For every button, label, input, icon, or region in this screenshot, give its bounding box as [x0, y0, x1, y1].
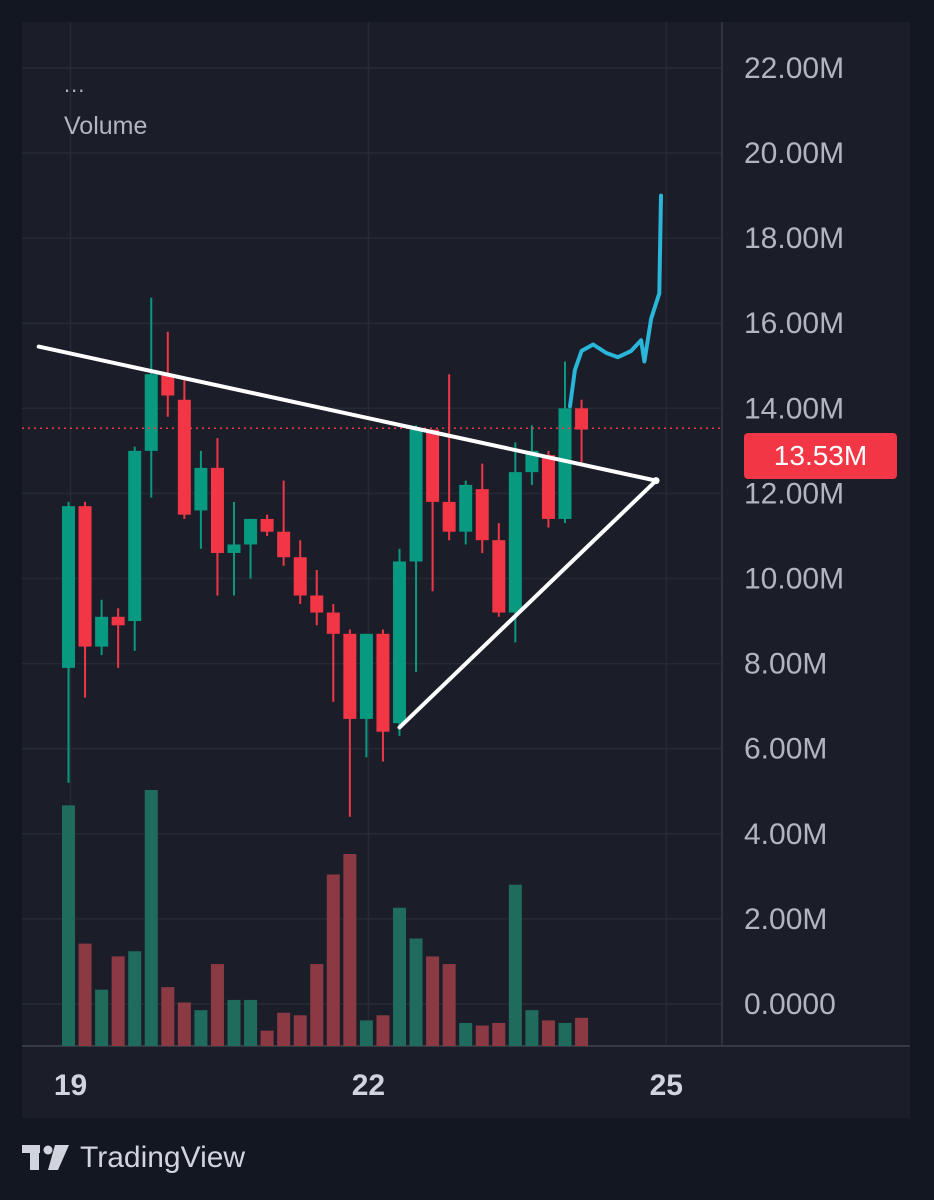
- volume-bar[interactable]: [78, 943, 92, 1046]
- volume-bar[interactable]: [260, 1030, 274, 1046]
- volume-bar[interactable]: [293, 1015, 307, 1046]
- volume-bar[interactable]: [475, 1025, 489, 1046]
- volume-bar[interactable]: [244, 999, 258, 1046]
- volume-bar[interactable]: [95, 989, 109, 1046]
- candle-body[interactable]: [326, 612, 340, 634]
- candle-body[interactable]: [161, 374, 175, 396]
- candle-body[interactable]: [459, 484, 473, 532]
- candle-body[interactable]: [393, 561, 406, 724]
- candle-body[interactable]: [426, 429, 440, 502]
- last-price-badge: 13.53M: [744, 433, 897, 479]
- candle-body[interactable]: [376, 633, 390, 732]
- volume-bar[interactable]: [343, 854, 357, 1046]
- y-axis-tick-label: 16.00M: [744, 307, 844, 340]
- y-axis-tick-label: 2.00M: [744, 903, 827, 936]
- candle-body[interactable]: [78, 506, 92, 647]
- candle-body[interactable]: [541, 455, 555, 519]
- y-axis-tick-label: 20.00M: [744, 137, 844, 170]
- candle-body[interactable]: [508, 472, 522, 613]
- y-axis-tick-label: 8.00M: [744, 648, 827, 681]
- y-axis-tick-label: 12.00M: [744, 477, 844, 510]
- volume-bar[interactable]: [409, 938, 423, 1046]
- tradingview-branding[interactable]: TradingView: [22, 1140, 245, 1176]
- y-axis-tick-label: 14.00M: [744, 392, 844, 425]
- candle-body[interactable]: [343, 633, 357, 719]
- candle-body[interactable]: [260, 518, 274, 532]
- volume-bar[interactable]: [508, 884, 522, 1046]
- volume-bar[interactable]: [111, 956, 125, 1046]
- candle-body[interactable]: [144, 374, 158, 451]
- volume-bar[interactable]: [525, 1010, 539, 1046]
- volume-bar[interactable]: [426, 956, 440, 1046]
- volume-bar[interactable]: [161, 987, 175, 1046]
- brand-name: TradingView: [80, 1141, 246, 1174]
- x-axis-tick-label: 22: [352, 1069, 385, 1102]
- x-axis-tick-label: 19: [54, 1069, 87, 1102]
- volume-bar[interactable]: [128, 951, 142, 1046]
- volume-bar[interactable]: [492, 1022, 506, 1046]
- chart-panel[interactable]: 22.00M 20.00M 18.00M 16.00M 14.00M 12.00M 10.0…: [22, 22, 910, 1118]
- lower-trendline[interactable]: [397, 478, 659, 730]
- volume-bar[interactable]: [459, 1022, 473, 1046]
- y-axis-tick-label: 6.00M: [744, 733, 827, 766]
- volume-bar[interactable]: [210, 964, 224, 1046]
- volume-bar[interactable]: [558, 1022, 572, 1046]
- volume-bar[interactable]: [277, 1012, 291, 1046]
- candle-body[interactable]: [575, 408, 589, 430]
- tradingview-logo-icon: [22, 1145, 69, 1170]
- volume-bar[interactable]: [194, 1010, 208, 1046]
- candle-body[interactable]: [128, 450, 142, 622]
- candle-body[interactable]: [492, 540, 506, 613]
- candle-body[interactable]: [359, 633, 373, 719]
- candle-body[interactable]: [310, 595, 324, 613]
- candle-body[interactable]: [227, 544, 241, 553]
- volume-bar[interactable]: [326, 874, 340, 1046]
- candle-body[interactable]: [95, 616, 109, 647]
- y-axis-tick-label: 22.00M: [744, 52, 844, 85]
- y-axis-tick-label: 0.0000: [744, 988, 836, 1021]
- volume-bar[interactable]: [541, 1020, 555, 1046]
- candle-body[interactable]: [177, 399, 191, 515]
- volume-bar[interactable]: [393, 907, 406, 1046]
- candle-body[interactable]: [293, 557, 307, 596]
- trendline-apex-point[interactable]: [652, 477, 660, 485]
- y-axis-tick-label: 4.00M: [744, 818, 827, 851]
- volume-indicator-legend[interactable]: Volume: [64, 112, 148, 140]
- upper-trendline[interactable]: [36, 344, 659, 483]
- candle-body[interactable]: [409, 429, 423, 562]
- volume-bar[interactable]: [62, 805, 75, 1046]
- candle-body[interactable]: [244, 518, 258, 545]
- y-axis-tick-label: 18.00M: [744, 222, 844, 255]
- candle-body[interactable]: [475, 489, 489, 541]
- x-axis-tick-label: 25: [650, 1069, 683, 1102]
- volume-bar[interactable]: [310, 964, 324, 1046]
- volume-bar[interactable]: [575, 1017, 589, 1046]
- volume-bar[interactable]: [376, 1015, 390, 1046]
- candle-body[interactable]: [111, 616, 125, 626]
- candle-body[interactable]: [558, 408, 572, 519]
- volume-bar[interactable]: [227, 999, 241, 1046]
- candle-body[interactable]: [62, 506, 75, 668]
- price-chart[interactable]: 22.00M 20.00M 18.00M 16.00M 14.00M 12.00M 10.0…: [22, 22, 910, 1118]
- volume-bar[interactable]: [144, 790, 158, 1046]
- volume-bar[interactable]: [177, 1002, 191, 1046]
- legend-menu-button[interactable]: ...: [64, 72, 86, 97]
- candle-body[interactable]: [277, 531, 291, 558]
- candle-body[interactable]: [194, 467, 208, 511]
- candle-body[interactable]: [210, 467, 224, 553]
- prediction-path[interactable]: [568, 193, 663, 409]
- y-axis-tick-label: 10.00M: [744, 563, 844, 596]
- volume-bar[interactable]: [359, 1020, 373, 1046]
- candle-body[interactable]: [442, 501, 456, 532]
- volume-bar[interactable]: [442, 964, 456, 1046]
